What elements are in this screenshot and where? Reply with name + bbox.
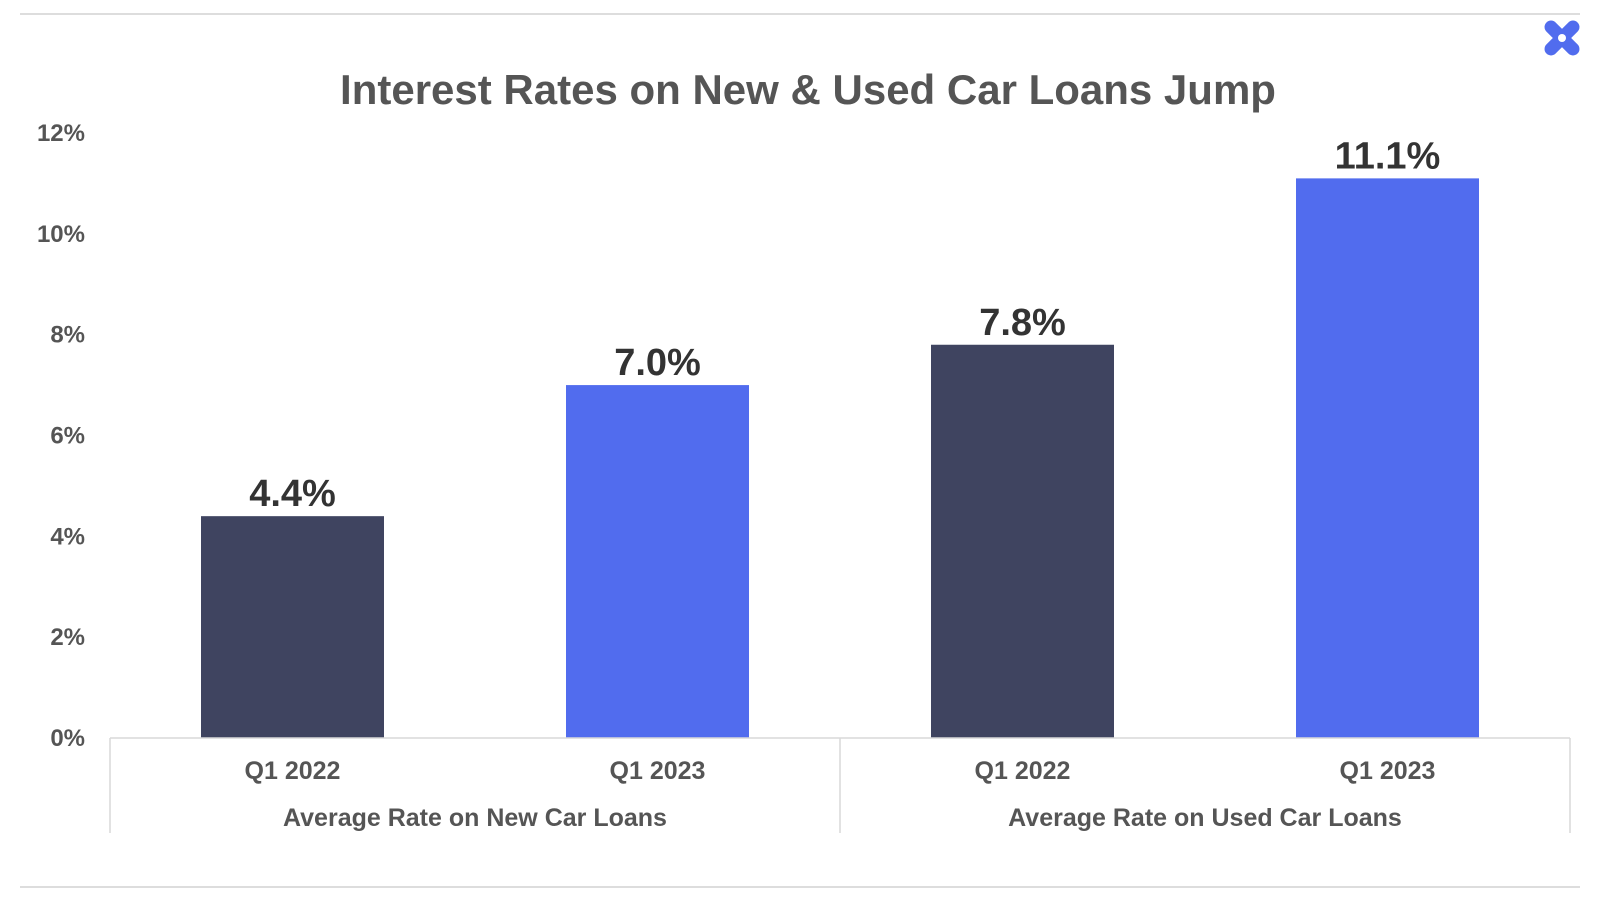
x-category-label: Q1 2023 (1340, 757, 1436, 785)
y-axis: 0% 2% 4% 6% 8% 10% 12% (37, 120, 85, 752)
value-labels: 4.4% 7.0% 7.8% 11.1% (249, 135, 1440, 515)
bar-value-label: 11.1% (1335, 135, 1441, 177)
x-category-label: Q1 2023 (610, 757, 706, 785)
bar-value-label: 7.0% (614, 342, 701, 384)
x-category-label: Q1 2022 (245, 757, 341, 785)
chart-title: Interest Rates on New & Used Car Loans J… (340, 66, 1276, 113)
y-tick-label: 0% (50, 725, 85, 752)
x-group-label: Average Rate on New Car Loans (283, 804, 667, 832)
y-tick-label: 2% (50, 624, 85, 651)
bars (201, 178, 1479, 738)
y-tick-label: 4% (50, 523, 85, 550)
bar-value-label: 7.8% (979, 302, 1066, 344)
y-tick-label: 12% (37, 120, 85, 147)
x-group-label: Average Rate on Used Car Loans (1008, 804, 1402, 832)
logo-center (1558, 34, 1566, 42)
bar (566, 385, 749, 738)
brand-logo-icon (1544, 20, 1580, 56)
bar (201, 516, 384, 738)
y-tick-label: 8% (50, 322, 85, 349)
y-tick-label: 10% (37, 221, 85, 248)
bar (931, 344, 1114, 738)
x-axis: Q1 2022 Q1 2023 Q1 2022 Q1 2023 Average Rate… (109, 737, 1571, 833)
bar (1296, 178, 1479, 738)
y-tick-label: 6% (50, 423, 85, 450)
bar-value-label: 4.4% (249, 473, 336, 515)
x-category-label: Q1 2022 (975, 757, 1071, 785)
